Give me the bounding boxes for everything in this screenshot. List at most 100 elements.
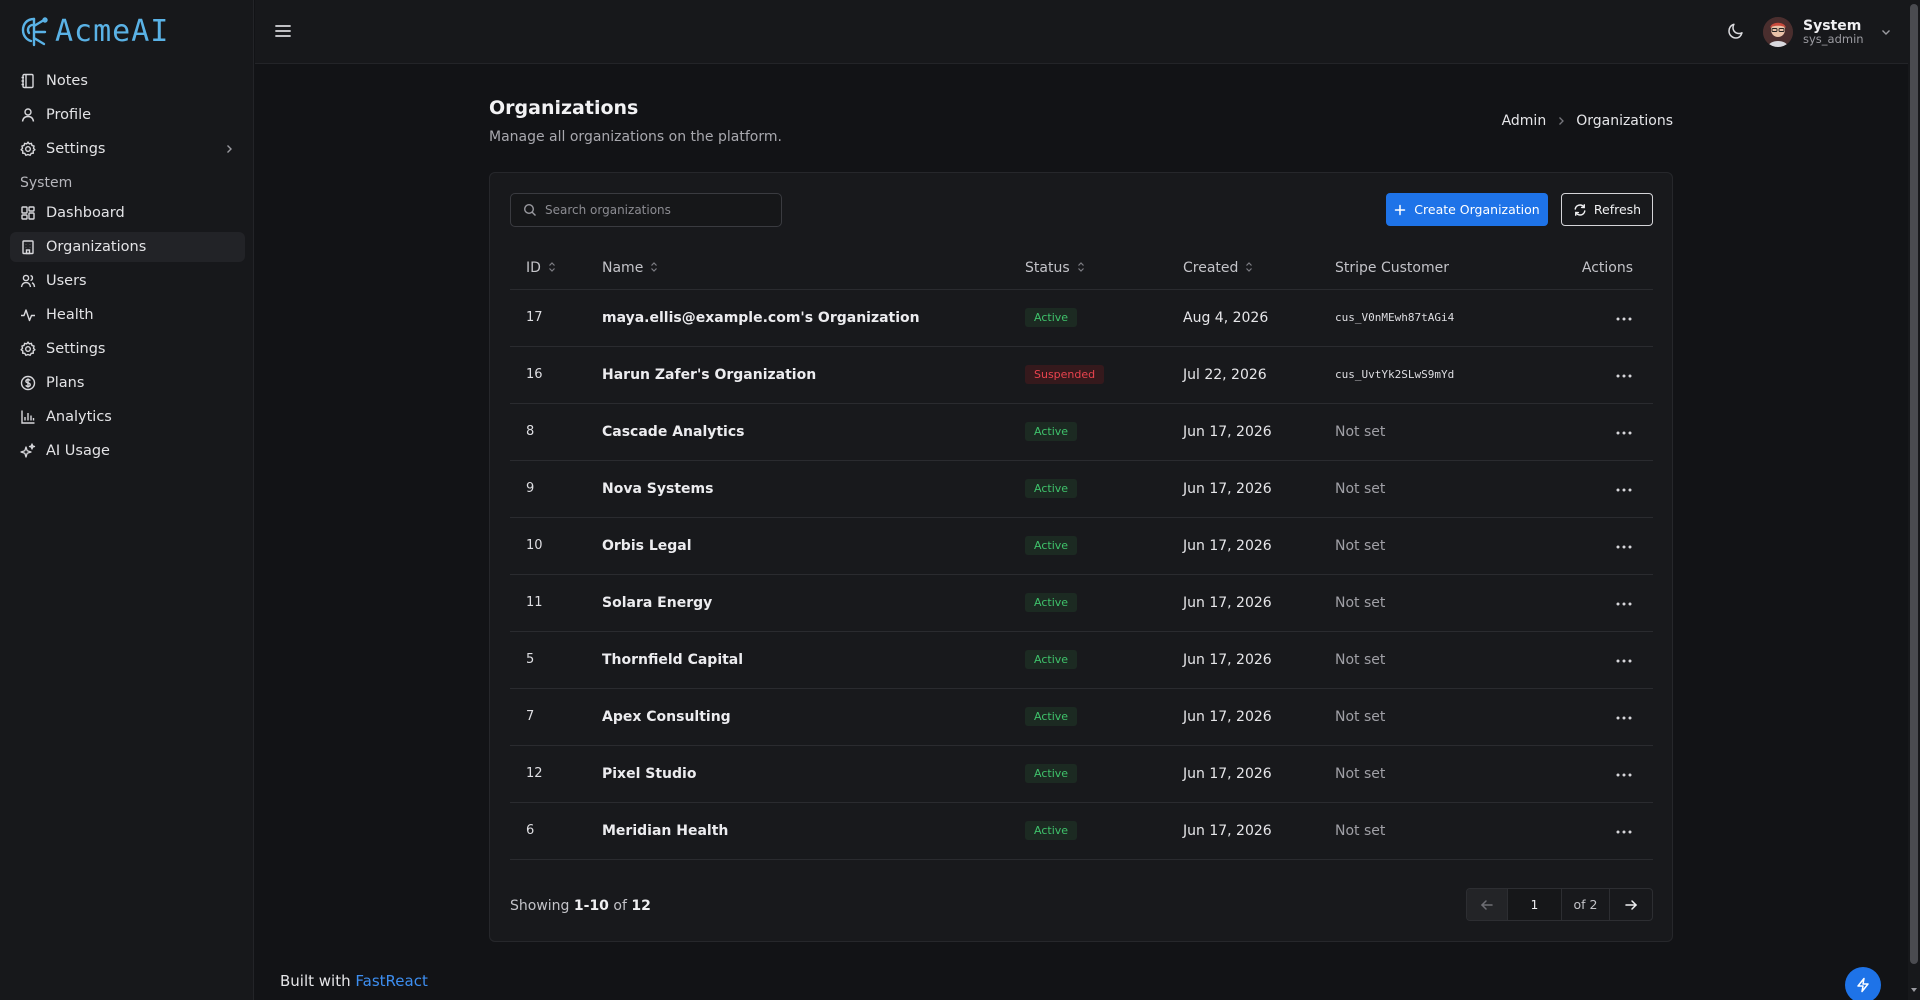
showing-range: 1-10 xyxy=(573,898,609,914)
cell-actions xyxy=(1575,688,1653,746)
scrollbar-thumb[interactable] xyxy=(1910,4,1918,964)
sidebar-item-notes[interactable]: Notes xyxy=(10,66,245,96)
quick-action-button[interactable] xyxy=(1845,967,1881,1000)
table-row[interactable]: 17 maya.ellis@example.com's Organization… xyxy=(510,289,1653,347)
menu-icon[interactable] xyxy=(273,21,293,41)
avatar xyxy=(1763,17,1793,47)
table-row[interactable]: 11 Solara Energy Active Jun 17, 2026 Not… xyxy=(510,574,1653,632)
sidebar-item-plans[interactable]: Plans xyxy=(10,368,245,398)
next-page-button[interactable] xyxy=(1610,889,1652,920)
page-number-input[interactable]: 1 xyxy=(1507,889,1562,920)
create-organization-label: Create Organization xyxy=(1414,202,1540,217)
scroll-down-icon[interactable] xyxy=(1910,986,1918,994)
previous-page-button[interactable] xyxy=(1467,889,1507,920)
table-row[interactable]: 9 Nova Systems Active Jun 17, 2026 Not s… xyxy=(510,460,1653,518)
cell-name: Orbis Legal xyxy=(602,517,1025,575)
cell-created: Jun 17, 2026 xyxy=(1183,802,1335,860)
status-badge: Active xyxy=(1025,650,1078,669)
cell-name: Solara Energy xyxy=(602,574,1025,632)
cell-name: Thornfield Capital xyxy=(602,631,1025,689)
sidebar-section-title: System xyxy=(20,175,73,191)
table-row[interactable]: 10 Orbis Legal Active Jun 17, 2026 Not s… xyxy=(510,517,1653,575)
breadcrumb-admin[interactable]: Admin xyxy=(1501,113,1547,129)
cell-stripe: Not set xyxy=(1335,517,1575,575)
page-scrollbar[interactable] xyxy=(1908,0,1920,1000)
arrow-right-icon xyxy=(1625,899,1638,910)
more-horizontal-icon[interactable] xyxy=(1615,373,1633,379)
cell-actions xyxy=(1575,802,1653,860)
search-field[interactable] xyxy=(510,193,782,227)
chevron-right-icon xyxy=(227,145,232,153)
status-badge: Active xyxy=(1025,422,1078,441)
logo-icon xyxy=(21,17,48,47)
status-badge: Active xyxy=(1025,707,1078,726)
sidebar-item-ai-usage[interactable]: AI Usage xyxy=(10,436,245,466)
organizations-card: Create Organization Refresh ID Name Stat… xyxy=(489,172,1673,942)
column-header-created[interactable]: Created xyxy=(1183,247,1335,290)
table-row[interactable]: 8 Cascade Analytics Active Jun 17, 2026 … xyxy=(510,403,1653,461)
cell-id: 11 xyxy=(510,574,602,632)
sidebar-item-label: Health xyxy=(46,307,94,323)
more-horizontal-icon[interactable] xyxy=(1615,829,1633,835)
status-badge: Active xyxy=(1025,593,1078,612)
organizations-table: ID Name Status Created Stripe Customer A… xyxy=(510,247,1653,860)
refresh-button[interactable]: Refresh xyxy=(1561,193,1653,226)
page-title: Organizations xyxy=(489,97,639,119)
sidebar-item-label: Notes xyxy=(46,73,88,89)
table-row[interactable]: 6 Meridian Health Active Jun 17, 2026 No… xyxy=(510,802,1653,860)
sidebar-item-analytics[interactable]: Analytics xyxy=(10,402,245,432)
cell-actions xyxy=(1575,346,1653,404)
table-row[interactable]: 16 Harun Zafer's Organization Suspended … xyxy=(510,346,1653,404)
top-bar: System sys_admin xyxy=(255,0,1920,64)
column-header-id[interactable]: ID xyxy=(510,247,602,290)
sidebar-item-label: Settings xyxy=(46,141,106,157)
pagination: 1 of 2 xyxy=(1466,888,1653,921)
more-horizontal-icon[interactable] xyxy=(1615,715,1633,721)
sidebar-item-settings[interactable]: Settings xyxy=(10,134,245,164)
more-horizontal-icon[interactable] xyxy=(1615,544,1633,550)
fastreact-link[interactable]: FastReact xyxy=(355,972,428,990)
sidebar-item-dashboard[interactable]: Dashboard xyxy=(10,198,245,228)
more-horizontal-icon[interactable] xyxy=(1615,430,1633,436)
more-horizontal-icon[interactable] xyxy=(1615,316,1633,322)
more-horizontal-icon[interactable] xyxy=(1615,601,1633,607)
building-icon xyxy=(22,240,34,255)
status-badge: Active xyxy=(1025,308,1078,327)
column-header-name[interactable]: Name xyxy=(602,247,1025,290)
app-logo[interactable]: AcmeAI xyxy=(19,14,169,50)
sidebar-item-profile[interactable]: Profile xyxy=(10,100,245,130)
cell-stripe: Not set xyxy=(1335,745,1575,803)
table-row[interactable]: 7 Apex Consulting Active Jun 17, 2026 No… xyxy=(510,688,1653,746)
breadcrumb-organizations: Organizations xyxy=(1576,113,1673,129)
create-organization-button[interactable]: Create Organization xyxy=(1386,193,1548,226)
sidebar-item-health[interactable]: Health xyxy=(10,300,245,330)
search-input[interactable] xyxy=(545,203,765,217)
cell-stripe: cus_UvtYk2SLwS9mYd xyxy=(1335,346,1575,404)
sidebar-item-organizations[interactable]: Organizations xyxy=(10,232,245,262)
sidebar-item-system-settings[interactable]: Settings xyxy=(10,334,245,364)
more-horizontal-icon[interactable] xyxy=(1615,772,1633,778)
cell-id: 8 xyxy=(510,403,602,461)
cell-created: Jul 22, 2026 xyxy=(1183,346,1335,404)
more-horizontal-icon[interactable] xyxy=(1615,658,1633,664)
cell-name: Nova Systems xyxy=(602,460,1025,518)
cell-status: Active xyxy=(1025,745,1183,803)
more-horizontal-icon[interactable] xyxy=(1615,487,1633,493)
user-menu[interactable]: System sys_admin xyxy=(1763,14,1892,50)
cell-id: 6 xyxy=(510,802,602,860)
refresh-label: Refresh xyxy=(1593,202,1642,217)
column-header-status[interactable]: Status xyxy=(1025,247,1183,290)
sort-icon xyxy=(548,261,555,272)
activity-icon xyxy=(21,309,35,322)
table-row[interactable]: 12 Pixel Studio Active Jun 17, 2026 Not … xyxy=(510,745,1653,803)
cell-name: Apex Consulting xyxy=(602,688,1025,746)
sort-icon xyxy=(1246,261,1253,272)
dollar-icon xyxy=(20,375,36,391)
logo-text: AcmeAI xyxy=(55,14,170,49)
cell-id: 10 xyxy=(510,517,602,575)
column-header-label: ID xyxy=(526,259,541,276)
moon-icon[interactable] xyxy=(1727,22,1745,40)
sidebar-item-users[interactable]: Users xyxy=(10,266,245,296)
table-row[interactable]: 5 Thornfield Capital Active Jun 17, 2026… xyxy=(510,631,1653,689)
cell-stripe: cus_V0nMEwh87tAGi4 xyxy=(1335,289,1575,347)
